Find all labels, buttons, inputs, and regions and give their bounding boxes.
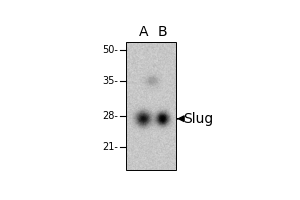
Text: 50-: 50- [102,45,118,55]
Text: 21-: 21- [102,142,118,152]
Text: B: B [158,25,167,39]
Text: 28-: 28- [102,111,118,121]
Text: 35-: 35- [102,76,118,86]
Text: Slug: Slug [183,112,213,126]
Text: A: A [139,25,148,39]
Bar [126,42,176,170]
